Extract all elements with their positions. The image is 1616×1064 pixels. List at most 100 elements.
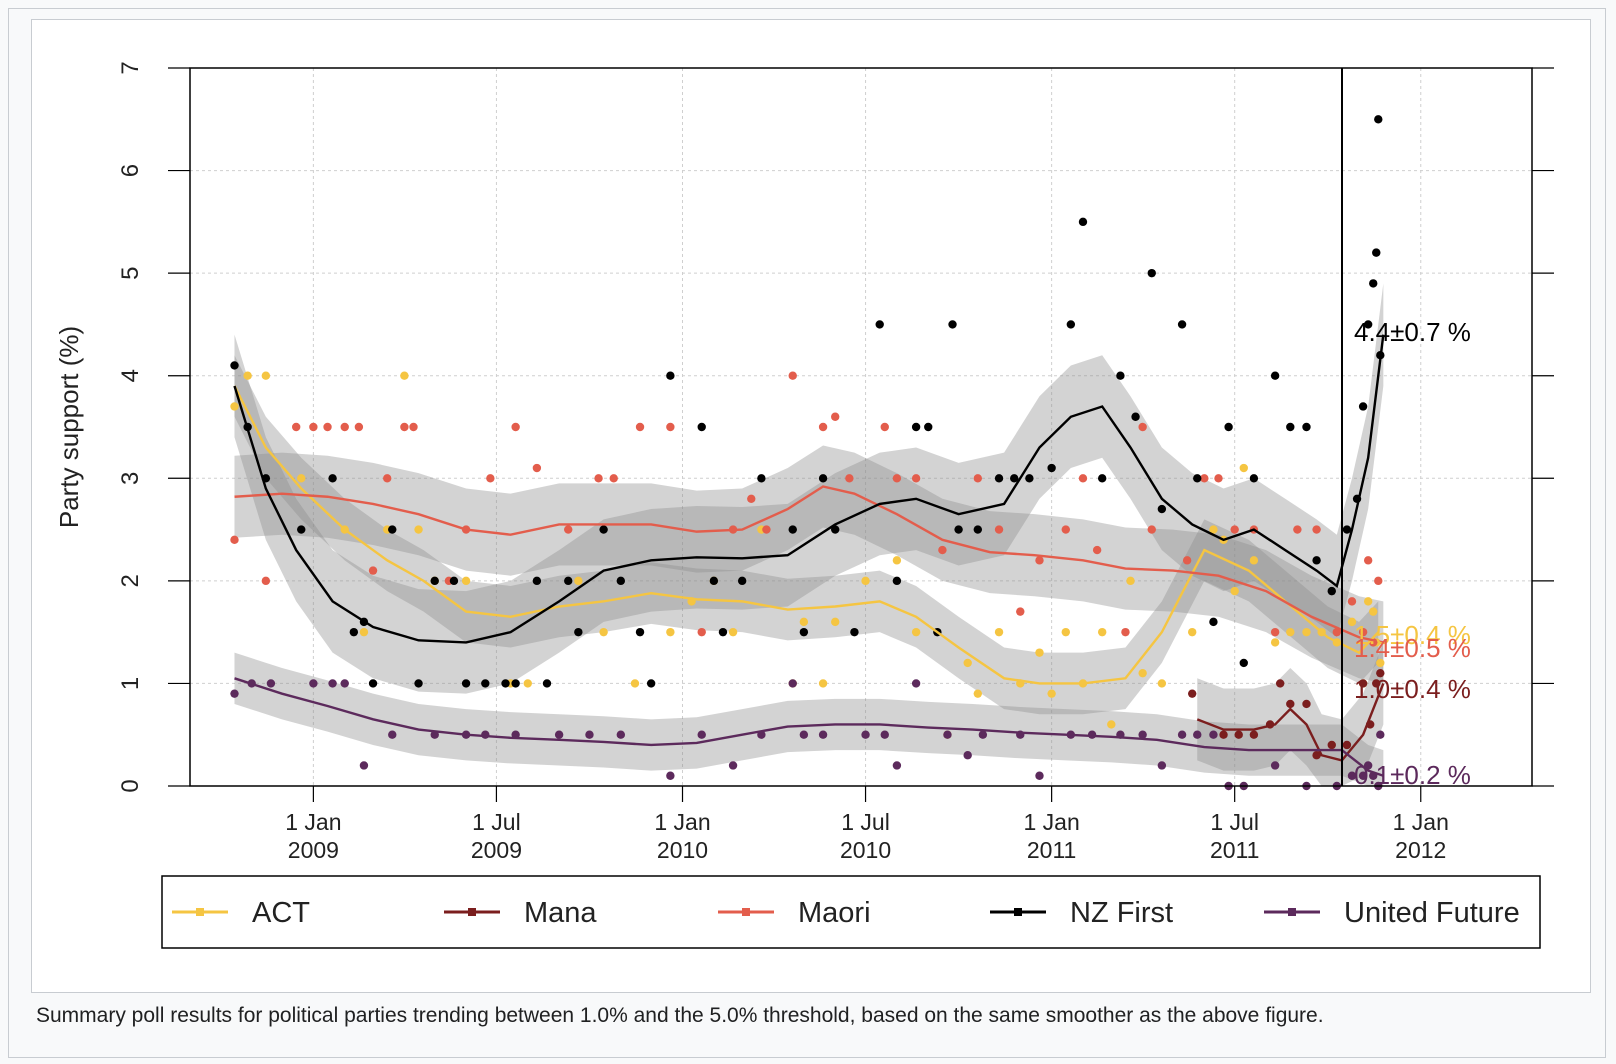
x-tick-label: 1 Jan (285, 809, 341, 835)
data-point (911, 474, 921, 483)
legend-label: NZ First (1070, 897, 1173, 929)
data-point (1097, 474, 1107, 483)
data-point (1126, 576, 1135, 586)
confidence-band-maori (234, 445, 1384, 684)
data-point (948, 320, 957, 329)
trend-line-mana (1196, 682, 1385, 762)
x-tick-label: 2011 (1027, 837, 1076, 863)
data-point (328, 474, 337, 483)
data-point (1157, 679, 1167, 688)
data-point (757, 474, 766, 483)
data-point (737, 576, 747, 586)
data-point (1107, 720, 1116, 729)
data-point (646, 679, 656, 688)
data-point (542, 679, 552, 688)
data-point (1066, 320, 1076, 329)
data-point (359, 761, 369, 770)
data-point (818, 422, 828, 432)
data-point (616, 730, 626, 739)
data-point (954, 525, 963, 534)
data-point (461, 576, 471, 586)
data-point (788, 679, 797, 688)
data-point (400, 422, 409, 432)
data-point (963, 658, 972, 668)
legend-swatch-marker (1014, 908, 1022, 916)
data-point (973, 474, 983, 483)
data-point (574, 576, 583, 586)
data-point (1193, 730, 1202, 739)
data-point (892, 556, 902, 565)
end-label-maori: 1.4±0.5 % (1354, 633, 1471, 663)
data-point (1302, 627, 1311, 637)
data-point (1363, 597, 1373, 606)
plot-border (189, 67, 1533, 787)
data-point (831, 412, 840, 421)
data-point (1286, 422, 1295, 432)
data-point (261, 576, 271, 586)
data-point (1270, 638, 1280, 647)
data-point (666, 422, 675, 432)
data-point (911, 627, 921, 637)
data-point (1347, 617, 1357, 627)
data-point (818, 474, 828, 483)
data-point (1138, 668, 1147, 678)
data-point (892, 576, 902, 586)
data-point (1347, 771, 1357, 780)
data-point (728, 627, 738, 637)
data-point (594, 474, 603, 483)
data-point (728, 761, 738, 770)
trend-line-united-future (234, 677, 1384, 777)
data-point (845, 474, 854, 483)
data-point (1177, 730, 1187, 739)
points-maori (230, 371, 1383, 647)
data-point (1025, 474, 1034, 483)
data-point (1327, 740, 1336, 750)
data-point (1270, 761, 1280, 770)
points-nz-first (230, 115, 1385, 688)
data-point (609, 474, 618, 483)
data-point (1374, 115, 1383, 124)
data-point (400, 371, 409, 380)
legend-swatch-marker (1288, 908, 1296, 916)
legend: ACT Mana Maori NZ First United Future (161, 875, 1541, 949)
trend-line-act (233, 385, 1380, 685)
data-point (328, 679, 337, 688)
trend-line-maori (234, 485, 1384, 644)
data-point (1249, 730, 1259, 739)
data-point (230, 689, 239, 698)
data-point (1209, 730, 1218, 739)
data-point (388, 730, 397, 739)
data-point (1097, 627, 1107, 637)
data-point (297, 474, 306, 483)
data-point (892, 761, 902, 770)
data-point (1131, 412, 1140, 421)
legend-label: Mana (524, 897, 597, 929)
data-point (1358, 627, 1368, 637)
data-point (1219, 730, 1228, 739)
data-point (1209, 617, 1218, 627)
data-point (511, 679, 520, 688)
data-point (1372, 679, 1381, 688)
data-point (1157, 761, 1167, 770)
data-point (1078, 474, 1088, 483)
data-point (1358, 679, 1368, 688)
confidence-band-act (234, 355, 1379, 715)
data-point (1270, 371, 1280, 380)
data-point (1157, 504, 1167, 514)
data-point (709, 576, 719, 586)
y-tick-label: 6 (117, 164, 144, 177)
data-point (1193, 474, 1202, 483)
data-point (1293, 525, 1302, 534)
chart-image: 0 1 2 3 4 5 6 7 Party support (%) 1 Jan 2009 1 Jul 2… (31, 19, 1591, 993)
data-point (574, 627, 583, 637)
data-point (1372, 248, 1381, 257)
data-point (799, 730, 809, 739)
data-point (1376, 658, 1385, 668)
x-tick-label: 2012 (1395, 837, 1446, 863)
data-point (414, 679, 423, 688)
data-point (938, 545, 947, 555)
data-point (880, 730, 889, 739)
data-point (414, 525, 423, 534)
data-point (291, 422, 301, 432)
